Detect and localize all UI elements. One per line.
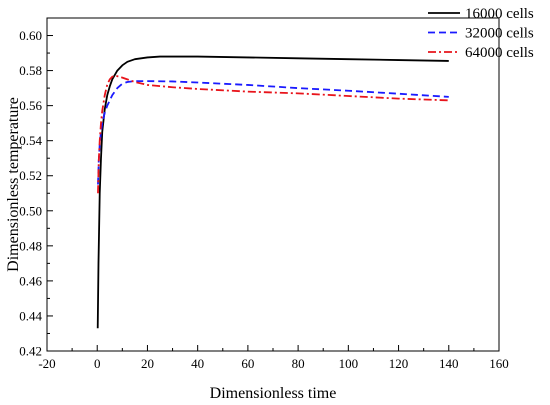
y-tick-label: 0.56 — [19, 98, 42, 113]
x-tick-label: 100 — [339, 356, 359, 371]
series-line-32000-cells — [97, 80, 449, 185]
y-tick-label: 0.58 — [19, 63, 42, 78]
series-line-64000-cells — [97, 74, 449, 194]
legend: 16000 cells 32000 cells 64000 cells — [428, 6, 534, 61]
axis-ticks: -20 0 20 40 60 80 100 120 140 160 0.42 0.44 0.46 0.48… — [19, 28, 509, 371]
x-tick-label: 80 — [292, 356, 305, 371]
legend-label: 16000 cells — [465, 6, 534, 22]
legend-label: 32000 cells — [465, 26, 534, 42]
x-tick-label: 0 — [94, 356, 101, 371]
x-tick-label: 160 — [489, 356, 509, 371]
x-tick-label: -20 — [38, 356, 55, 371]
y-tick-label: 0.44 — [19, 308, 42, 323]
x-tick-label: 20 — [141, 356, 154, 371]
plot-border — [46, 17, 500, 352]
y-tick-label: 0.42 — [19, 344, 42, 359]
legend-label: 64000 cells — [465, 45, 534, 61]
x-tick-label: 120 — [389, 356, 409, 371]
x-tick-label: 60 — [241, 356, 254, 371]
x-tick-label: 40 — [191, 356, 204, 371]
y-tick-label: 0.60 — [19, 28, 42, 43]
plot-area — [46, 17, 500, 352]
y-tick-label: 0.46 — [19, 273, 42, 288]
x-axis-title: Dimensionless time — [210, 385, 337, 402]
series-line-16000-cells — [96, 55, 449, 329]
y-axis-title: Dimensionless temperature — [5, 97, 22, 272]
x-tick-label: 140 — [439, 356, 459, 371]
y-tick-label: 0.48 — [19, 238, 42, 253]
y-tick-label: 0.50 — [19, 203, 42, 218]
series-lines — [96, 55, 449, 329]
y-tick-label: 0.52 — [19, 168, 42, 183]
y-tick-label: 0.54 — [19, 133, 42, 148]
